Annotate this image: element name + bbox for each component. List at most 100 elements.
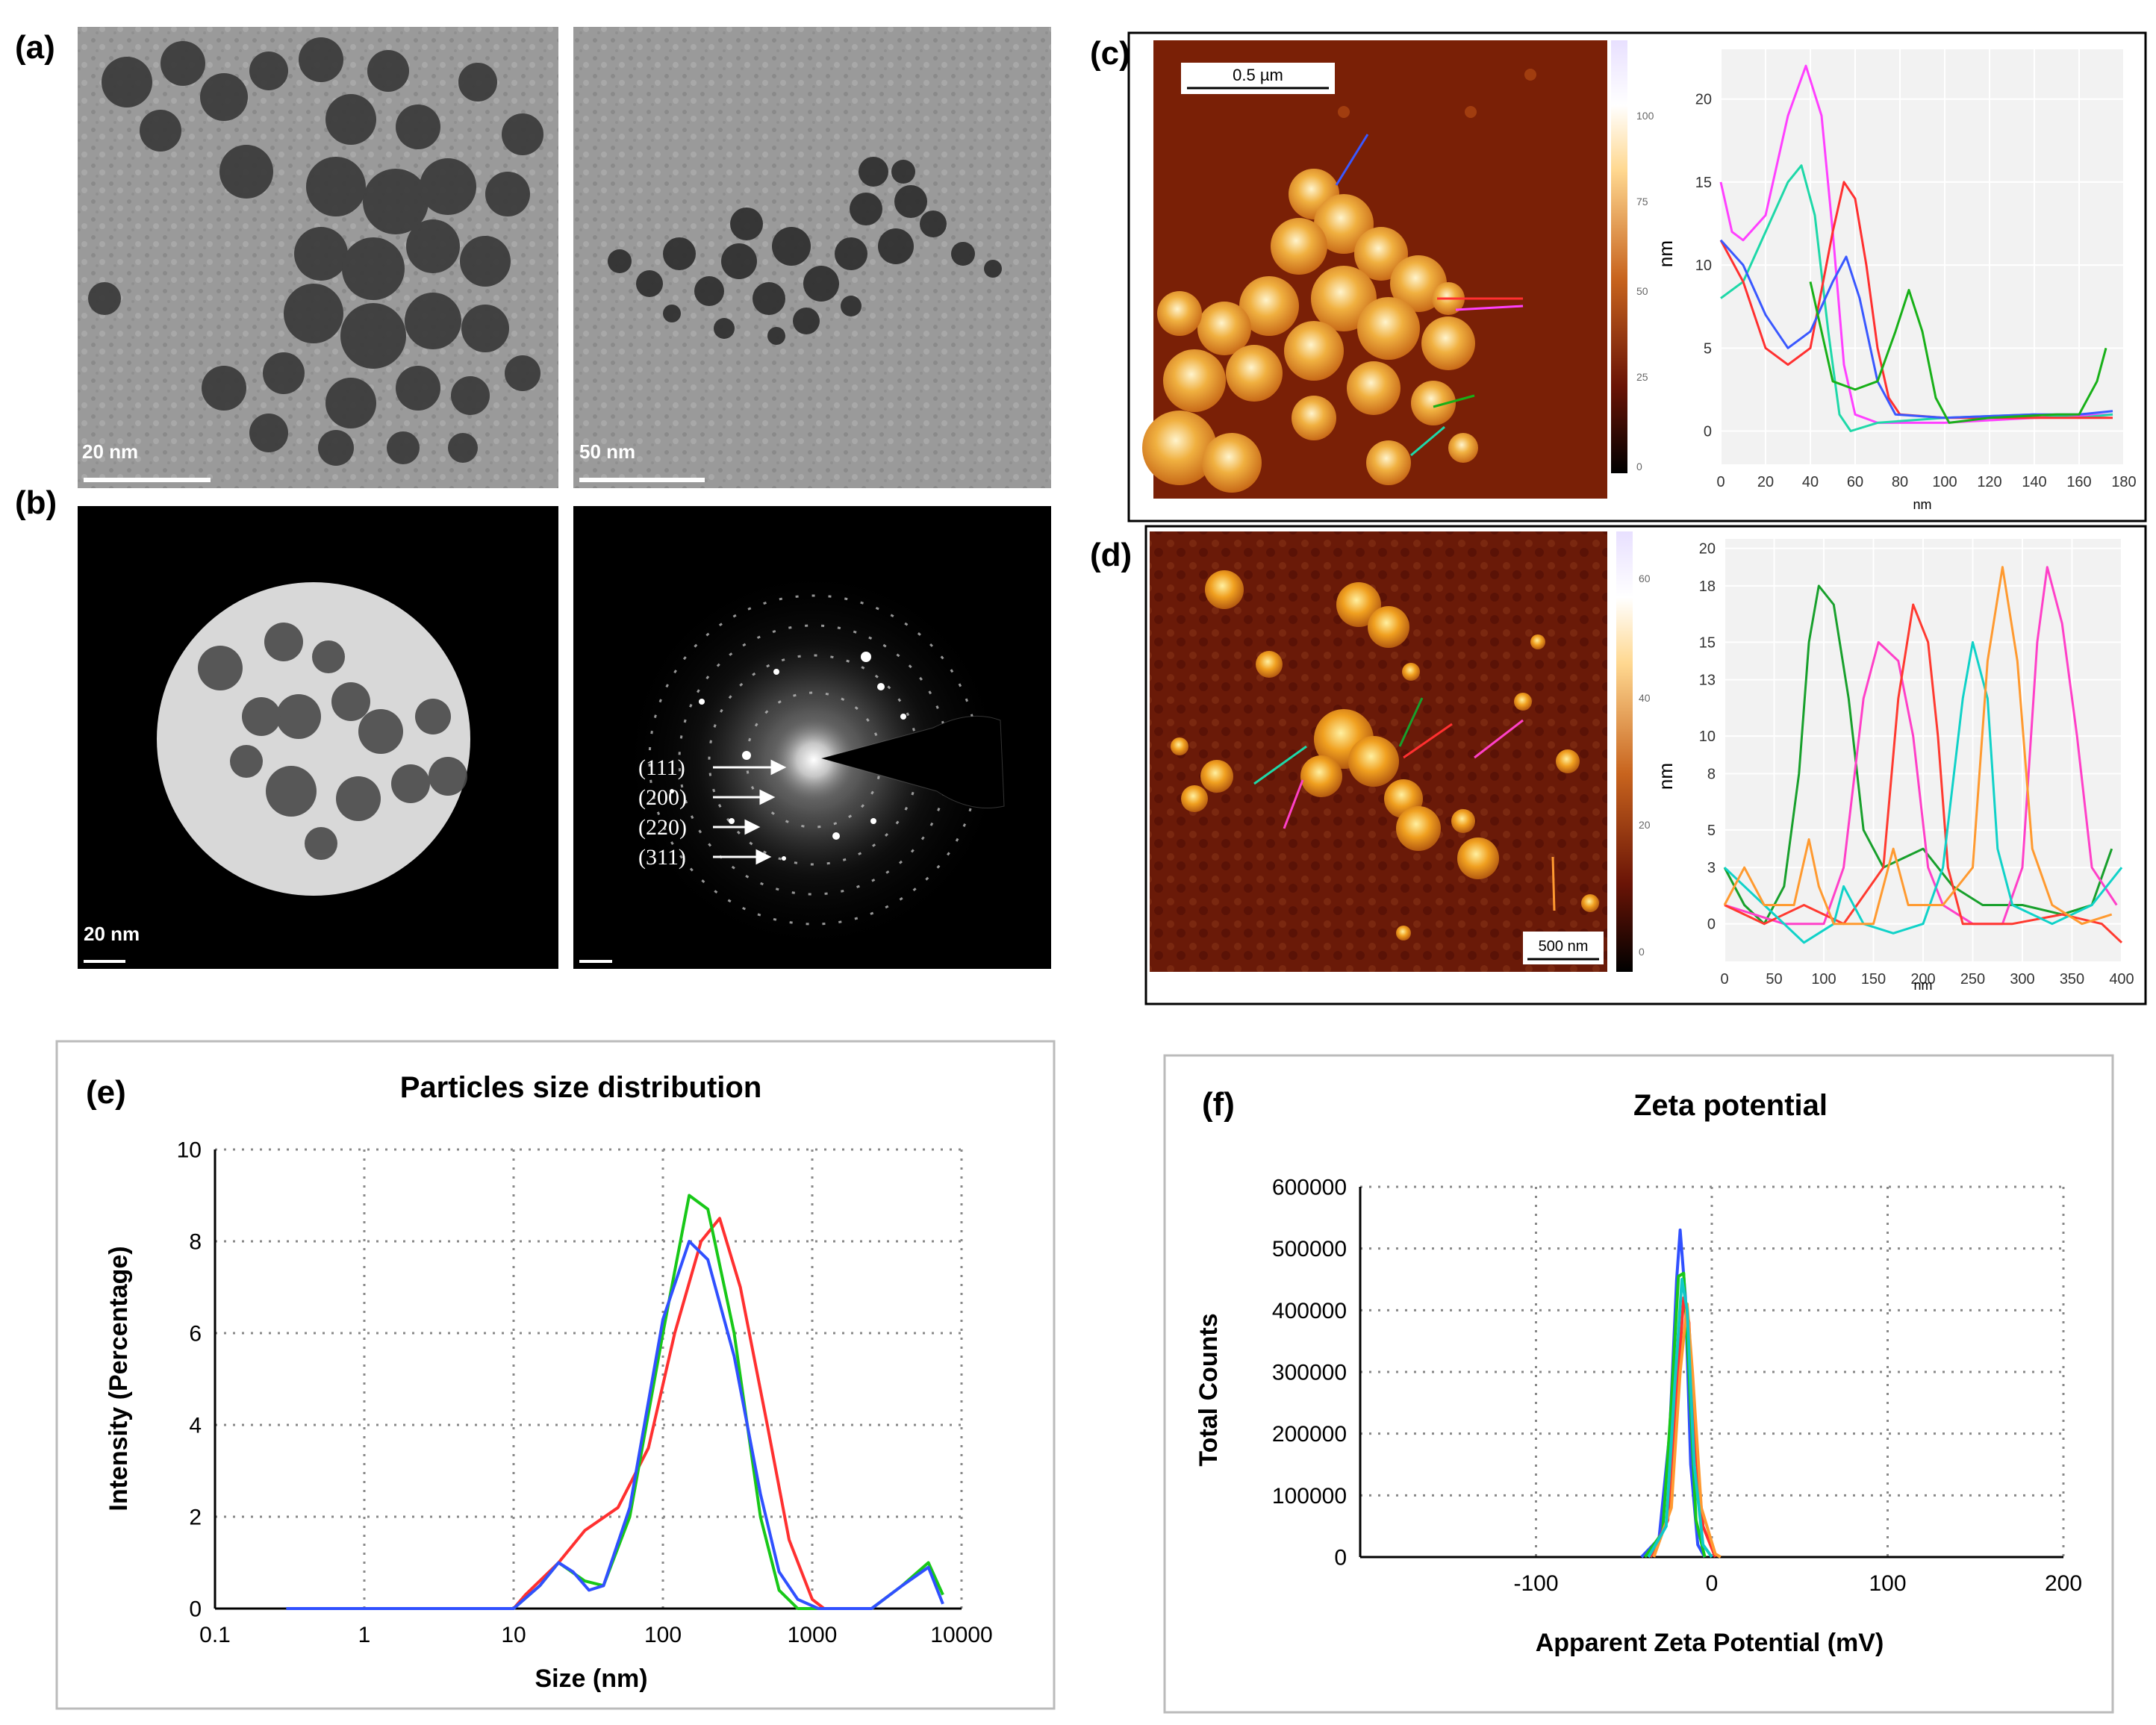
chart-c-xtick: 0 — [1716, 474, 1725, 490]
chart-c-ytick: 0 — [1704, 424, 1712, 440]
chart-f-ytick: 400000 — [1272, 1299, 1347, 1323]
chart-d-series-orange — [1723, 566, 2113, 926]
chart-d-ylabel: nm — [1654, 763, 1677, 790]
afm-profile-chart-d: 0 50 100 150 200 250 300 350 400 0 3 5 8 10 13 15 18 20 n… — [1654, 539, 2134, 993]
panel-f-frame — [1163, 1054, 2114, 1714]
tem-image-a-right: 50 nm — [573, 27, 1051, 488]
chart-d-xtick: 300 — [2010, 971, 2034, 988]
chart-c-ytick: 20 — [1695, 92, 1712, 108]
chart-d-ytick: 13 — [1699, 673, 1716, 689]
chart-e-ytick: 2 — [189, 1506, 202, 1530]
zeta-potential-chart: Zeta potential -100 0 100 200 0 100000 200000 3… — [1194, 1089, 2082, 1657]
svg-text:50: 50 — [1636, 285, 1648, 297]
chart-e-ytick: 10 — [177, 1138, 202, 1163]
chart-c-ylabel: nm — [1654, 240, 1677, 267]
afm-d-scalebar: 500 nm — [1539, 938, 1589, 955]
chart-f-series-cyan — [1647, 1278, 1713, 1559]
panel-label-e: (e) — [86, 1074, 126, 1111]
chart-d-xtick: 200 — [1910, 971, 1935, 988]
chart-d-xlabel: nm — [1913, 978, 1932, 993]
saed-plane-111: (111) — [638, 755, 685, 780]
chart-d-series-red — [1724, 603, 2123, 943]
chart-c-xtick: 140 — [2022, 474, 2046, 490]
chart-d-xtick: 0 — [1720, 971, 1728, 988]
chart-c-xtick: 60 — [1847, 474, 1863, 490]
chart-f-ytick: 200000 — [1272, 1422, 1347, 1447]
chart-e-series-blue — [286, 1240, 944, 1610]
chart-f-title: Zeta potential — [1633, 1089, 1828, 1122]
chart-d-ytick: 15 — [1699, 634, 1716, 651]
scalebar-a-left: 20 nm — [82, 440, 138, 463]
chart-d-ytick: 10 — [1699, 729, 1716, 745]
svg-text:75: 75 — [1636, 196, 1648, 208]
saed-plane-200: (200) — [638, 785, 687, 810]
chart-e-xlabel: Size (nm) — [535, 1665, 647, 1693]
chart-c-xtick: 180 — [2111, 474, 2136, 490]
chart-f-xtick: 100 — [1869, 1571, 1906, 1596]
chart-e-title: Particles size distribution — [400, 1071, 762, 1104]
panel-c-frame — [1127, 31, 2147, 523]
chart-d-xtick: 400 — [2109, 971, 2134, 988]
panel-label-a: (a) — [15, 29, 55, 66]
tem-image-b-left: 20 nm — [78, 506, 558, 969]
chart-d-ytick: 3 — [1707, 860, 1716, 876]
chart-e-xtick: 1000 — [788, 1623, 838, 1647]
panel-d-frame — [1144, 525, 2147, 1005]
chart-e-ytick: 6 — [189, 1322, 202, 1347]
chart-e-ylabel: Intensity (Percentage) — [105, 1246, 133, 1511]
chart-f-xtick: 200 — [2045, 1571, 2082, 1596]
chart-e-ytick: 0 — [189, 1597, 202, 1622]
saed-pattern: (111) (200) (220) (311) — [573, 506, 1051, 969]
afm-image-c: 0.5 µm — [1142, 40, 1607, 499]
saed-plane-220: (220) — [638, 815, 687, 840]
chart-f-ytick: 500000 — [1272, 1237, 1347, 1261]
chart-d-ytick: 8 — [1707, 766, 1716, 782]
chart-e-xtick: 1 — [358, 1623, 371, 1647]
svg-text:0: 0 — [1639, 946, 1645, 958]
afm-profile-chart-c: 0 20 40 60 80 100 120 140 160 180 0 5 10 15 20 nm nm — [1654, 49, 2137, 512]
chart-c-xtick: 40 — [1802, 474, 1819, 490]
svg-text:0: 0 — [1636, 461, 1642, 472]
panel-label-f: (f) — [1202, 1086, 1235, 1123]
svg-text:25: 25 — [1636, 371, 1648, 383]
chart-e-xtick: 100 — [644, 1623, 682, 1647]
afm-d-colorbar: 60 40 20 0 — [1616, 531, 1651, 972]
chart-f-ytick: 300000 — [1272, 1361, 1347, 1385]
chart-c-ytick: 15 — [1695, 175, 1712, 191]
chart-d-xtick: 350 — [2060, 971, 2084, 988]
chart-e-series-red — [286, 1217, 826, 1610]
chart-c-xtick: 100 — [1932, 474, 1957, 490]
chart-f-ylabel: Total Counts — [1194, 1313, 1223, 1466]
chart-e-ytick: 8 — [189, 1230, 202, 1255]
chart-c-xtick: 80 — [1892, 474, 1908, 490]
chart-d-ytick: 18 — [1699, 578, 1716, 595]
chart-d-ytick: 20 — [1699, 541, 1716, 558]
chart-d-xtick: 100 — [1811, 971, 1836, 988]
chart-f-xlabel: Apparent Zeta Potential (mV) — [1536, 1629, 1884, 1657]
panel-label-b: (b) — [15, 484, 57, 521]
afm-image-d: 500 nm — [1150, 531, 1607, 972]
scalebar-b-left: 20 nm — [84, 923, 140, 945]
chart-d-series-cyan — [1723, 640, 2123, 944]
chart-c-xtick: 20 — [1757, 474, 1774, 490]
chart-c-ytick: 10 — [1695, 258, 1712, 274]
chart-e-xtick: 10000 — [930, 1623, 992, 1647]
chart-e-ytick: 4 — [189, 1414, 202, 1438]
chart-f-xtick: 0 — [1706, 1571, 1719, 1596]
afm-c-scalebar: 0.5 µm — [1233, 66, 1283, 84]
chart-e-xtick: 0.1 — [199, 1623, 231, 1647]
panel-label-c: (c) — [1090, 35, 1130, 72]
chart-c-series-magenta — [1719, 64, 2113, 424]
chart-f-series-green — [1643, 1271, 1707, 1559]
chart-d-ytick: 0 — [1707, 917, 1716, 933]
chart-c-plot-area — [1721, 49, 2124, 464]
chart-c-series-blue — [1719, 239, 2113, 419]
dls-size-chart: Particles size distribution 0.1 1 10 100 100… — [105, 1071, 993, 1693]
chart-f-ytick: 600000 — [1272, 1176, 1347, 1200]
chart-c-xlabel: nm — [1913, 497, 1931, 512]
scalebar-a-right: 50 nm — [579, 440, 635, 463]
svg-text:20: 20 — [1639, 819, 1651, 831]
tem-image-a-left: 20 nm — [78, 27, 558, 488]
chart-c-series-green — [1809, 281, 2107, 424]
chart-c-xtick: 160 — [2066, 474, 2091, 490]
